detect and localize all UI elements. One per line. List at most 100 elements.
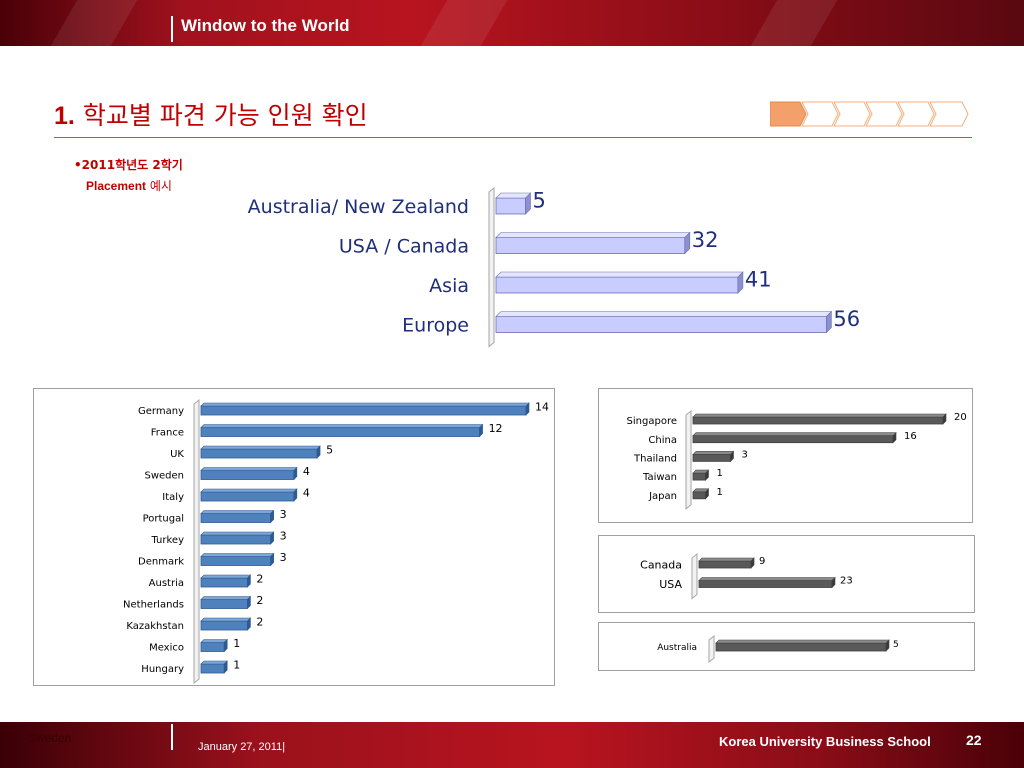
header-title: Window to the World — [181, 16, 350, 35]
value-label-usa: 23 — [840, 576, 853, 587]
progress-step-1 — [770, 101, 807, 127]
bar-top-austria — [200, 574, 252, 579]
category-label-austria: Austria — [149, 578, 184, 589]
bar-japan — [692, 491, 706, 500]
value-label-portugal: 3 — [280, 508, 287, 521]
progress-step-2 — [801, 101, 839, 127]
placement-suffix: 예시 — [146, 179, 172, 193]
bar-mexico — [200, 642, 225, 652]
value-label-uk: 5 — [326, 443, 333, 456]
bar-uk — [200, 448, 318, 459]
value-label-netherlands: 2 — [256, 594, 263, 607]
placement-label: Placement — [86, 179, 147, 193]
bar-top-asia — [495, 271, 744, 278]
category-label-hungary: Hungary — [141, 664, 184, 675]
axis-wall — [708, 634, 715, 664]
value-label-austria: 2 — [256, 572, 263, 585]
bar-canada — [698, 560, 752, 569]
category-label-denmark: Denmark — [138, 557, 184, 568]
value-label-italy: 4 — [303, 486, 310, 499]
bar-hungary — [200, 663, 225, 674]
value-label-usa-canada: 32 — [692, 228, 719, 252]
header-decoration — [731, 0, 849, 46]
bar-top-portugal — [200, 510, 275, 514]
bar-top-uk — [200, 445, 321, 450]
value-label-germany: 14 — [535, 400, 549, 413]
chart-north-america-box: Canada 9 USA 23 — [598, 535, 975, 613]
bar-france — [200, 427, 480, 437]
value-label-hungary: 1 — [233, 658, 240, 671]
category-label-turkey: Turkey — [150, 535, 184, 546]
header-decoration — [31, 0, 149, 46]
bar-usa-canada — [495, 237, 686, 254]
bar-top-italy — [200, 488, 298, 493]
chart-oceania-box: Australia 5 — [598, 622, 975, 671]
axis-wall — [685, 409, 692, 510]
bar-taiwan — [692, 472, 706, 481]
bar-europe — [495, 316, 827, 333]
category-label-china: China — [648, 435, 677, 446]
value-label-australia: 5 — [893, 640, 899, 650]
bar-germany — [200, 405, 527, 416]
value-label-australia-new-zealand: 5 — [533, 189, 546, 213]
page-number: 22 — [966, 732, 982, 748]
progress-step-5 — [897, 101, 935, 127]
header-decoration — [401, 0, 519, 46]
bar-thailand — [692, 454, 731, 462]
category-label-usa: USA — [659, 578, 682, 591]
category-label-canada: Canada — [640, 558, 682, 571]
axis-wall — [193, 398, 200, 685]
heading-divider — [54, 137, 972, 138]
bar-china — [692, 435, 894, 444]
bar-top-netherlands — [200, 596, 252, 600]
bar-top-turkey — [200, 531, 275, 536]
category-label-kazakhstan: Kazakhstan — [126, 621, 184, 632]
bar-australia — [715, 642, 887, 652]
bar-usa — [698, 580, 833, 588]
value-label-japan: 1 — [717, 487, 723, 498]
category-label-mexico: Mexico — [149, 643, 184, 654]
footer-separator — [171, 724, 173, 750]
bar-top-australia-new-zealand — [495, 192, 532, 199]
bar-top-sweden — [200, 467, 298, 471]
value-label-denmark: 3 — [280, 551, 287, 564]
value-label-china: 16 — [904, 431, 917, 442]
category-label-netherlands: Netherlands — [123, 600, 184, 611]
value-label-mexico: 1 — [233, 637, 240, 650]
value-label-canada: 9 — [759, 556, 765, 567]
value-label-thailand: 3 — [742, 450, 748, 461]
category-label-australia-new-zealand: Australia/ New Zealand — [248, 196, 469, 218]
progress-step-6 — [929, 101, 969, 127]
category-label-italy: Italy — [162, 492, 184, 503]
category-label-portugal: Portugal — [143, 514, 184, 525]
bar-top-hungary — [200, 660, 228, 665]
value-label-asia: 41 — [745, 268, 772, 292]
progress-step-3 — [833, 101, 871, 127]
category-label-singapore: Singapore — [627, 416, 677, 427]
bar-top-usa — [698, 577, 836, 581]
bar-top-australia — [715, 639, 890, 644]
value-label-singapore: 20 — [954, 412, 967, 423]
bar-italy — [200, 491, 295, 502]
bar-top-china — [692, 432, 897, 437]
value-label-sweden: 4 — [303, 465, 310, 478]
value-label-france: 12 — [489, 422, 503, 435]
bar-top-denmark — [200, 553, 275, 557]
bar-top-singapore — [692, 413, 947, 418]
bar-kazakhstan — [200, 620, 248, 631]
chart-asia-box: Singapore 20 China 16 Thailand 3 Taiwan 1 Japan 1 — [598, 388, 973, 523]
bar-portugal — [200, 513, 272, 523]
chart-europe-box: Germany 14 France 12 UK 5 Sweden 4 Italy 4 Portuga… — [33, 388, 555, 686]
bullet-semester: •2011학년도 2학기 — [74, 158, 183, 172]
progress-step-4 — [865, 101, 903, 127]
bar-turkey — [200, 534, 272, 545]
category-label-europe: Europe — [402, 314, 469, 336]
bar-netherlands — [200, 599, 248, 609]
slide-heading-text: 학교별 파견 가능 인원 확인 — [82, 101, 368, 130]
header-bar: Window to the World — [0, 0, 1024, 46]
bar-top-thailand — [692, 451, 735, 455]
footer-school: Korea University Business School — [719, 734, 931, 749]
footer-bar: Sweden January 27, 2011| Korea Universit… — [0, 722, 1024, 768]
footer-note: Sweden — [28, 731, 72, 745]
